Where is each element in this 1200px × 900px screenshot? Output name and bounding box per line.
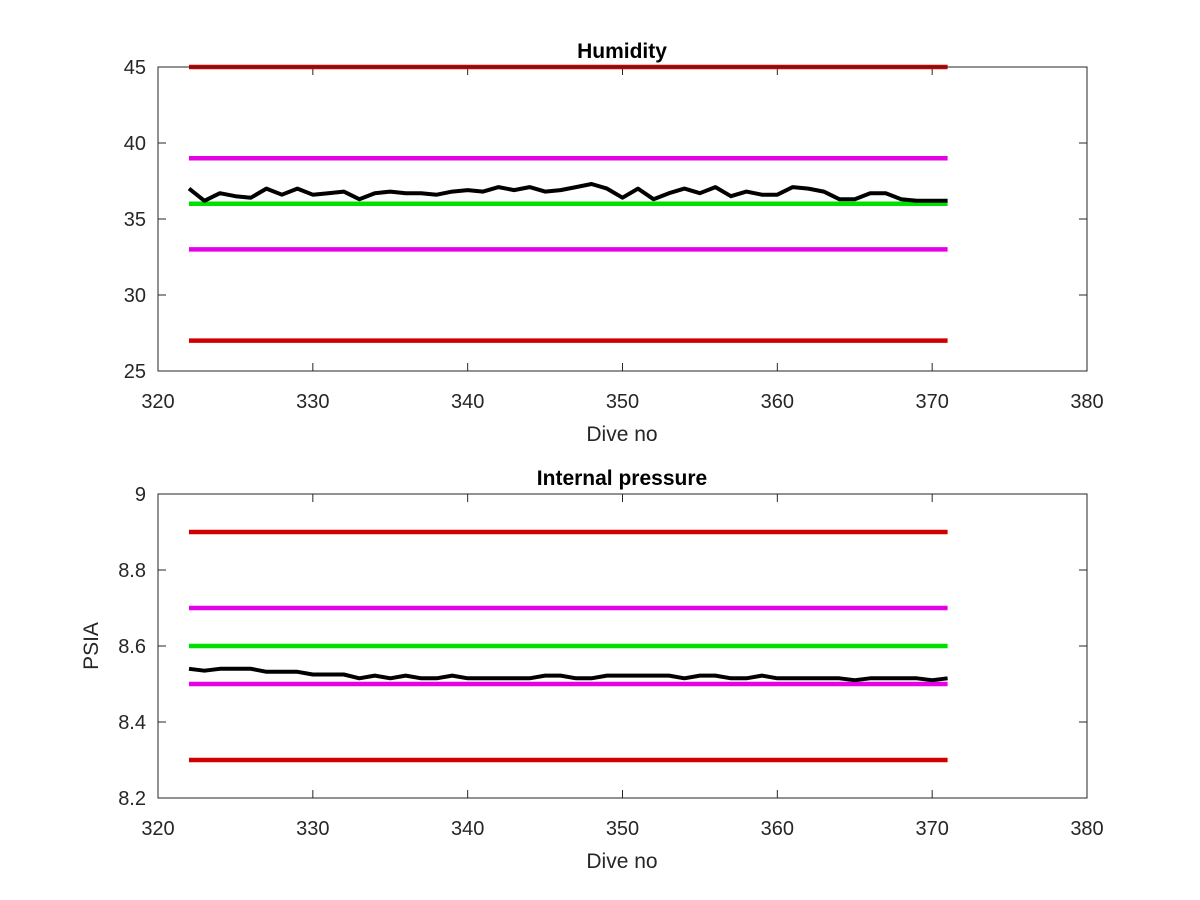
x-tick-label: 340 [451, 818, 484, 840]
x-tick-label: 360 [761, 391, 794, 413]
x-tick-label: 380 [1070, 818, 1103, 840]
y-axis-label: PSIA [80, 622, 103, 670]
x-tick-label: 330 [296, 818, 329, 840]
x-tick-label: 360 [761, 818, 794, 840]
chart-title: Humidity [577, 40, 667, 63]
x-tick-label: 350 [606, 391, 639, 413]
x-tick-label: 320 [141, 391, 174, 413]
internal-pressure-chart: Internal pressure 320 330 340 350 360 370 380 8… [80, 467, 1104, 873]
y-tick-label: 30 [124, 285, 146, 307]
y-tick-label: 8.6 [118, 636, 146, 658]
x-tick-label: 340 [451, 391, 484, 413]
y-tick-label: 40 [124, 133, 146, 155]
measurement-line [188, 666, 948, 683]
x-axis-label: Dive no [586, 850, 657, 873]
y-tick-label: 35 [124, 209, 146, 231]
y-tick-label: 25 [124, 361, 146, 383]
x-tick-label: 350 [606, 818, 639, 840]
x-tick-label: 370 [915, 818, 948, 840]
y-tick-label: 45 [124, 57, 146, 79]
x-tick-label: 320 [141, 818, 174, 840]
plot-area-frame [157, 493, 1088, 799]
series-layer [188, 529, 948, 763]
x-tick-label: 330 [296, 391, 329, 413]
tick-group: 320 330 340 350 360 370 380 25 30 35 40 45 [124, 57, 1104, 413]
y-tick-label: 9 [135, 484, 146, 506]
tick-group: 320 330 340 350 360 370 380 8.2 8.4 8.6 8.8 9 [118, 484, 1104, 840]
y-tick-label: 8.2 [118, 788, 146, 810]
measurement-line [187, 182, 948, 203]
humidity-chart: Humidity 320 330 340 350 360 370 380 25 30 35 40 45… [124, 40, 1104, 446]
x-tick-label: 370 [915, 391, 948, 413]
chart-title: Internal pressure [537, 467, 707, 490]
y-tick-label: 8.8 [118, 560, 146, 582]
y-tick-label: 8.4 [118, 712, 146, 734]
x-tick-label: 380 [1070, 391, 1103, 413]
plot-area-frame [157, 66, 1088, 372]
x-axis-label: Dive no [586, 423, 657, 446]
